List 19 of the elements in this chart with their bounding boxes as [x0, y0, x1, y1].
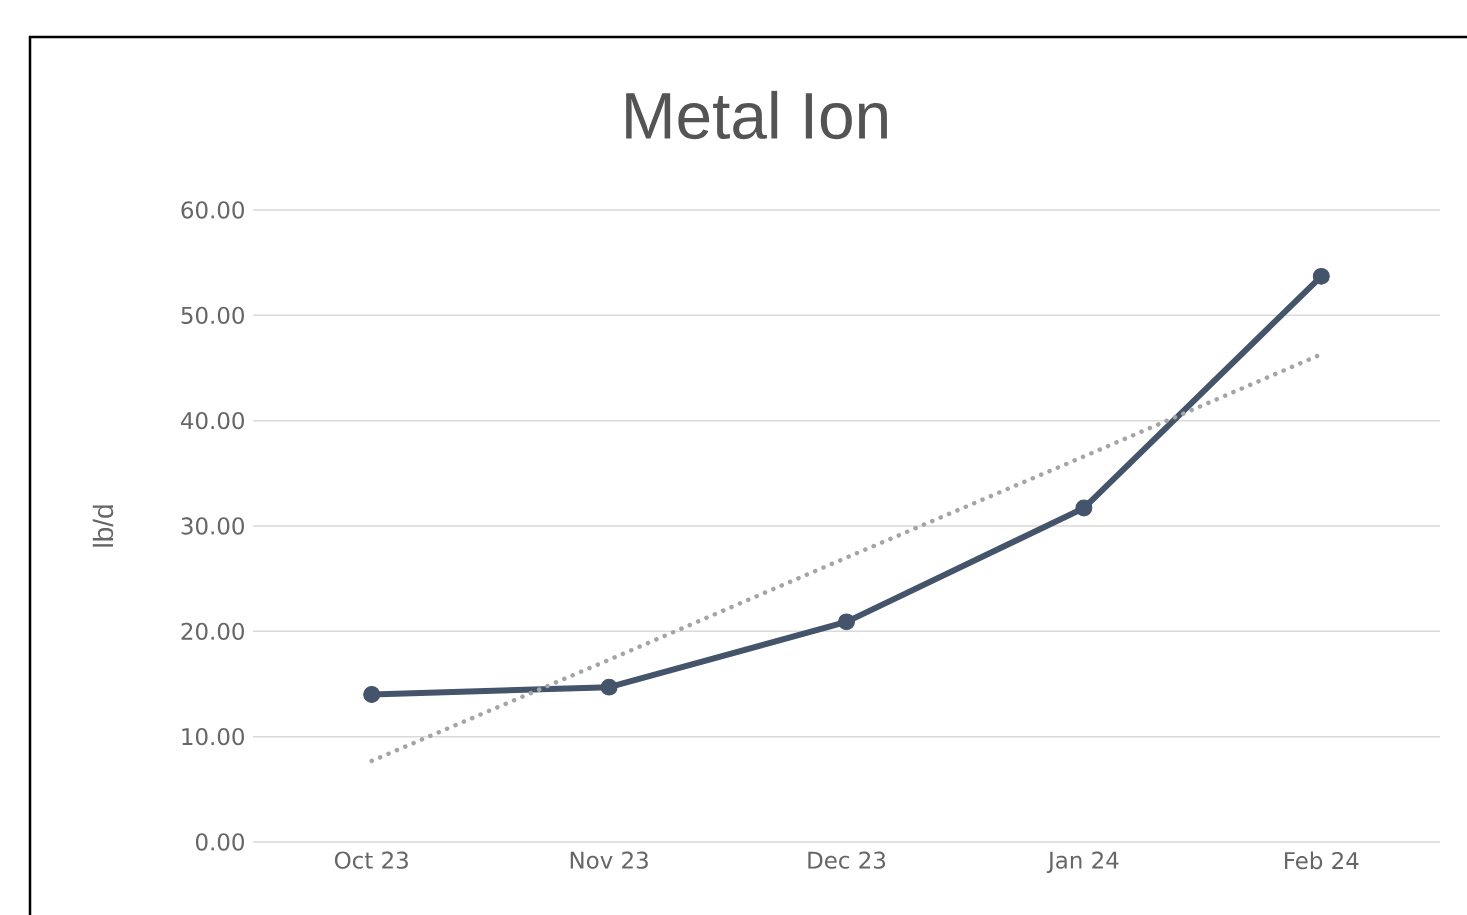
x-tick-label: Jan 24: [1046, 851, 1119, 874]
x-tick-label: Oct 23: [334, 851, 408, 869]
y-axis-title: lb/d: [92, 505, 114, 547]
point: [1075, 499, 1093, 517]
point: [600, 678, 618, 696]
chart-title: Metal Ion: [626, 90, 887, 140]
point: [838, 613, 855, 631]
point: [1312, 267, 1330, 285]
y-tick-label: 50.00: [181, 306, 244, 324]
y-tick-label: 40.00: [181, 411, 244, 430]
y-tick-label: 10.00: [182, 727, 244, 746]
x-tick-label: Nov 23: [570, 851, 648, 869]
y-tick-label: 60.00: [181, 201, 244, 219]
y-tick-label: 0.00: [195, 833, 244, 851]
point: [363, 686, 381, 703]
y-tick-label: 20.00: [181, 622, 244, 640]
x-tick-label: Feb 24: [1285, 851, 1359, 870]
x-tick-label: Dec 23: [808, 851, 886, 869]
y-tick-label: 30.00: [181, 517, 244, 535]
